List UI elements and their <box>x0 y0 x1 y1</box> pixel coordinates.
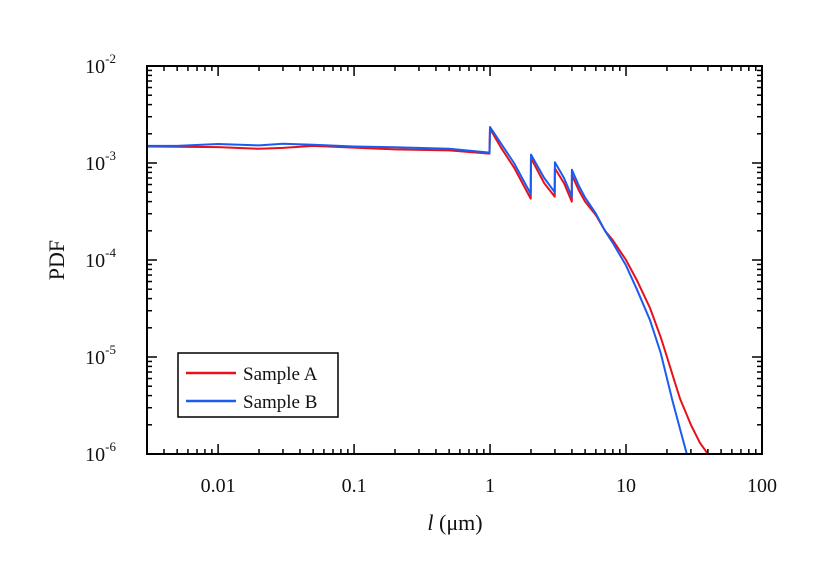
legend-label-sample-b: Sample B <box>243 392 317 413</box>
x-tick-label: 0.01 <box>201 475 236 497</box>
x-tick-label: 1 <box>485 475 495 497</box>
y-tick-label: 10-4 <box>85 245 116 272</box>
legend-box <box>177 352 339 418</box>
x-tick-label: 0.1 <box>342 475 367 497</box>
series-line-sample-b <box>147 126 688 454</box>
series-line-sample-a <box>147 127 709 454</box>
series-layer <box>147 126 709 454</box>
y-tick-label: 10-5 <box>85 342 116 369</box>
y-tick-label: 10-6 <box>85 439 116 466</box>
x-tick-label: 10 <box>616 475 636 497</box>
legend-label-sample-a: Sample A <box>243 364 318 385</box>
x-axis-title: l (μm) <box>427 510 482 535</box>
y-tick-label: 10-3 <box>85 148 116 175</box>
y-tick-label: 10-2 <box>85 51 116 78</box>
label-layer: 0.01 0.1 1 10 100 10-6 10-5 10-4 10-3 10-2 <box>85 51 777 497</box>
y-axis-title: PDF <box>44 240 69 280</box>
x-tick-label: 100 <box>747 475 777 497</box>
tick-layer <box>146 65 763 455</box>
legend: Sample A Sample B <box>177 352 339 418</box>
